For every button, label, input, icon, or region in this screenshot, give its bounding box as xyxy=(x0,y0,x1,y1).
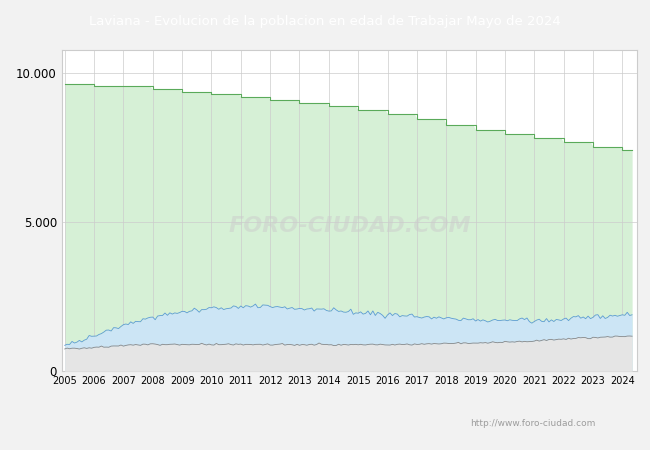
Text: http://www.foro-ciudad.com: http://www.foro-ciudad.com xyxy=(471,418,595,427)
Text: Laviana - Evolucion de la poblacion en edad de Trabajar Mayo de 2024: Laviana - Evolucion de la poblacion en e… xyxy=(89,15,561,28)
Text: FORO-CIUDAD.COM: FORO-CIUDAD.COM xyxy=(228,216,471,236)
